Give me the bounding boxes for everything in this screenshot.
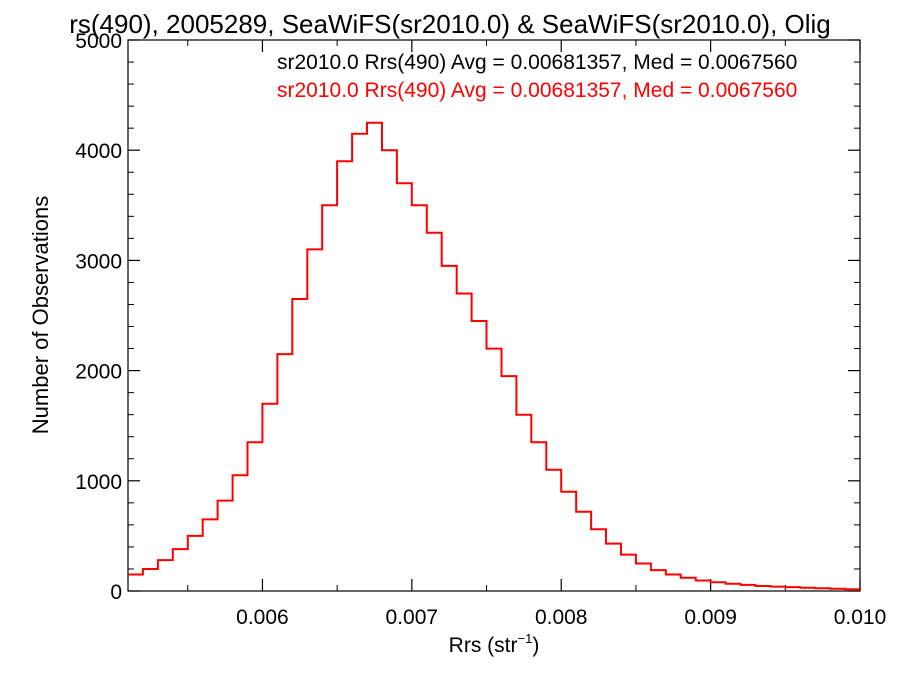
y-axis-label: Number of Observations (28, 196, 53, 434)
y-tick-label: 5000 (75, 30, 122, 53)
x-axis-label-main: Rrs (str (449, 634, 518, 657)
histogram-series-line (128, 121, 861, 591)
y-tick-label: 4000 (75, 140, 122, 163)
chart-title: rs(490), 2005289, SeaWiFS(sr2010.0) & Se… (69, 9, 831, 39)
x-tick-label: 0.010 (834, 606, 887, 629)
x-tick-label: 0.006 (236, 606, 289, 629)
x-tick-label: 0.008 (535, 606, 588, 629)
legend-entry-black: sr2010.0 Rrs(490) Avg = 0.00681357, Med … (277, 51, 797, 74)
y-tick-label: 1000 (75, 471, 122, 494)
series-layer (128, 121, 868, 591)
x-axis-label-superscript: −1 (518, 631, 533, 646)
legend-entry-red: sr2010.0 Rrs(490) Avg = 0.00681357, Med … (277, 79, 797, 102)
x-axis-label: Rrs (str−1) (449, 631, 540, 657)
y-tick-label: 3000 (75, 250, 122, 273)
y-tick-label: 0 (110, 581, 122, 604)
x-axis: 0.006 0.007 0.008 0.009 0.010 (187, 40, 887, 629)
y-axis: 0 1000 2000 3000 4000 5000 (75, 30, 860, 604)
x-tick-label: 0.007 (386, 606, 439, 629)
plot-frame (127, 39, 861, 592)
y-tick-label: 2000 (75, 361, 122, 384)
x-axis-label-close: ) (532, 634, 539, 657)
x-tick-label: 0.009 (684, 606, 737, 629)
